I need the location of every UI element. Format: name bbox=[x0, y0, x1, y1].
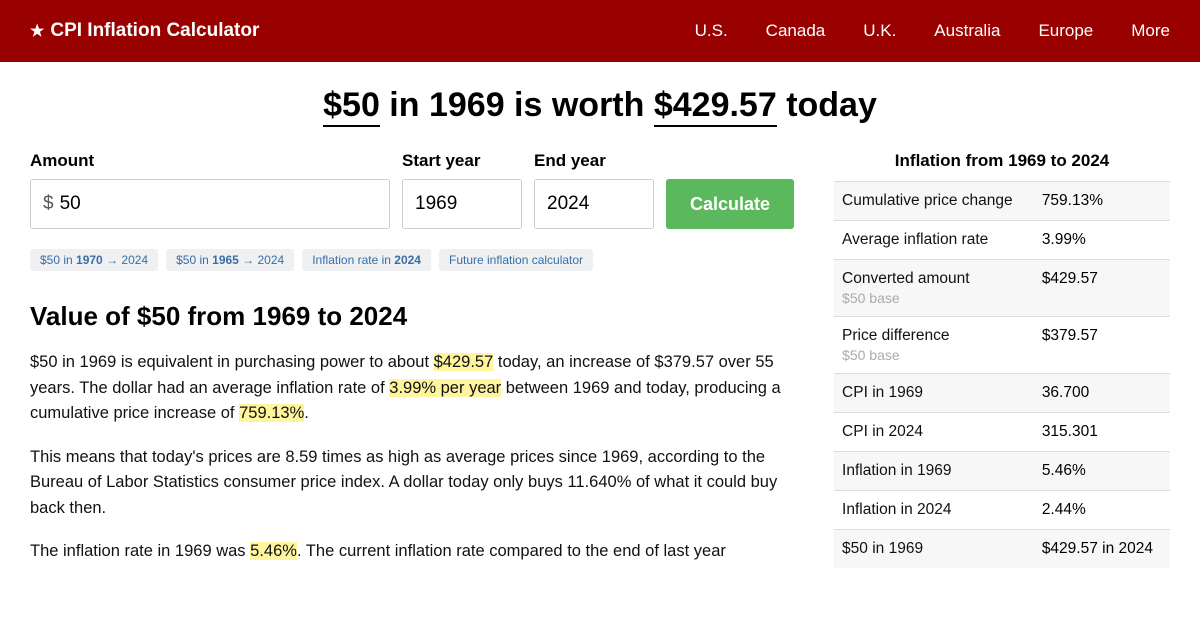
site-title-text: CPI Inflation Calculator bbox=[50, 20, 259, 42]
stats-label: Converted amount$50 base bbox=[834, 260, 1034, 317]
stats-sidebar: Inflation from 1969 to 2024 Cumulative p… bbox=[834, 151, 1170, 583]
stats-value: 36.700 bbox=[1034, 374, 1170, 413]
stats-row: Inflation in 20242.44% bbox=[834, 491, 1170, 530]
stats-value: 315.301 bbox=[1034, 413, 1170, 452]
top-header: ★ CPI Inflation Calculator U.S. Canada U… bbox=[0, 0, 1200, 62]
chip-1965[interactable]: $50 in 1965 → 2024 bbox=[166, 249, 294, 271]
stats-row: $50 in 1969$429.57 in 2024 bbox=[834, 530, 1170, 569]
stats-row: Cumulative price change759.13% bbox=[834, 182, 1170, 221]
end-year-label: End year bbox=[534, 151, 654, 171]
chip-rate-2024[interactable]: Inflation rate in 2024 bbox=[302, 249, 431, 271]
start-year-input[interactable]: 1969 bbox=[402, 179, 522, 229]
end-year-value: 2024 bbox=[547, 193, 589, 215]
paragraph-1: $50 in 1969 is equivalent in purchasing … bbox=[30, 350, 794, 427]
stats-label: Inflation in 2024 bbox=[834, 491, 1034, 530]
paragraph-3: The inflation rate in 1969 was 5.46%. Th… bbox=[30, 539, 794, 565]
nav-us[interactable]: U.S. bbox=[695, 21, 728, 41]
nav-uk[interactable]: U.K. bbox=[863, 21, 896, 41]
stats-title: Inflation from 1969 to 2024 bbox=[834, 151, 1170, 181]
nav-canada[interactable]: Canada bbox=[766, 21, 826, 41]
section-heading: Value of $50 from 1969 to 2024 bbox=[30, 301, 794, 332]
stats-label: Cumulative price change bbox=[834, 182, 1034, 221]
stats-label: CPI in 2024 bbox=[834, 413, 1034, 452]
stats-value: $379.57 bbox=[1034, 317, 1170, 374]
stats-label: Price difference$50 base bbox=[834, 317, 1034, 374]
nav-europe[interactable]: Europe bbox=[1038, 21, 1093, 41]
stats-value: 5.46% bbox=[1034, 452, 1170, 491]
site-title[interactable]: ★ CPI Inflation Calculator bbox=[30, 20, 259, 42]
stats-label: $50 in 1969 bbox=[834, 530, 1034, 569]
calculate-button[interactable]: Calculate bbox=[666, 179, 794, 229]
stats-row: Average inflation rate3.99% bbox=[834, 221, 1170, 260]
stats-value: 2.44% bbox=[1034, 491, 1170, 530]
suggestion-chips: $50 in 1970 → 2024 $50 in 1965 → 2024 In… bbox=[30, 249, 794, 271]
stats-label: Average inflation rate bbox=[834, 221, 1034, 260]
start-year-value: 1969 bbox=[415, 193, 457, 215]
amount-label: Amount bbox=[30, 151, 390, 171]
stats-row: Inflation in 19695.46% bbox=[834, 452, 1170, 491]
chip-1970[interactable]: $50 in 1970 → 2024 bbox=[30, 249, 158, 271]
top-nav: U.S. Canada U.K. Australia Europe More bbox=[695, 21, 1170, 41]
dollar-icon: $ bbox=[43, 193, 54, 215]
stats-value: $429.57 in 2024 bbox=[1034, 530, 1170, 569]
paragraph-2: This means that today's prices are 8.59 … bbox=[30, 445, 794, 522]
stats-sublabel: $50 base bbox=[842, 290, 1026, 306]
stats-value: $429.57 bbox=[1034, 260, 1170, 317]
stats-sublabel: $50 base bbox=[842, 347, 1026, 363]
stats-row: CPI in 2024315.301 bbox=[834, 413, 1170, 452]
page-title: $50 in 1969 is worth $429.57 today bbox=[0, 86, 1200, 125]
chip-future[interactable]: Future inflation calculator bbox=[439, 249, 593, 271]
title-amount: $50 bbox=[323, 86, 380, 127]
calculator-form: Amount $ 50 Start year 1969 End year 202… bbox=[30, 151, 794, 229]
stats-label: Inflation in 1969 bbox=[834, 452, 1034, 491]
stats-row: Price difference$50 base$379.57 bbox=[834, 317, 1170, 374]
stats-row: Converted amount$50 base$429.57 bbox=[834, 260, 1170, 317]
start-year-label: Start year bbox=[402, 151, 522, 171]
stats-value: 759.13% bbox=[1034, 182, 1170, 221]
main-content: Amount $ 50 Start year 1969 End year 202… bbox=[30, 151, 794, 583]
nav-more[interactable]: More bbox=[1131, 21, 1170, 41]
star-icon: ★ bbox=[30, 21, 44, 41]
amount-input[interactable]: $ 50 bbox=[30, 179, 390, 229]
stats-label: CPI in 1969 bbox=[834, 374, 1034, 413]
end-year-input[interactable]: 2024 bbox=[534, 179, 654, 229]
amount-value: 50 bbox=[60, 193, 81, 215]
stats-value: 3.99% bbox=[1034, 221, 1170, 260]
stats-table: Cumulative price change759.13%Average in… bbox=[834, 181, 1170, 568]
title-result: $429.57 bbox=[654, 86, 777, 127]
stats-row: CPI in 196936.700 bbox=[834, 374, 1170, 413]
nav-australia[interactable]: Australia bbox=[934, 21, 1000, 41]
